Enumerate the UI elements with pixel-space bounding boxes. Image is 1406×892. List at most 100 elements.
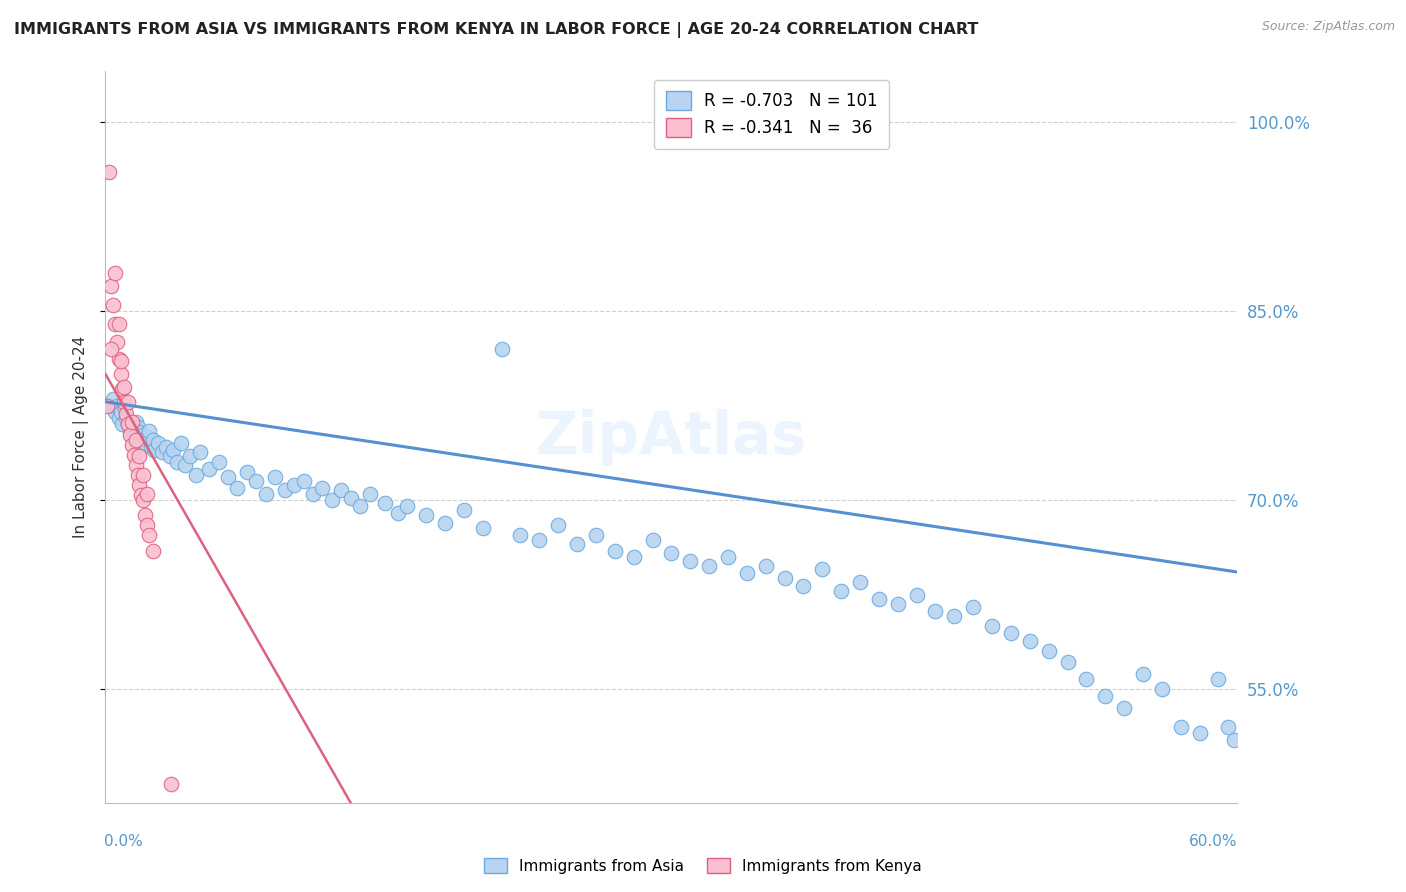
Point [1188, 726, 1211, 740]
Point [245, 474, 267, 488]
Point [112, 394, 135, 409]
Point [433, 516, 456, 530]
Point [1208, 672, 1230, 686]
Point [107, 411, 129, 425]
Point [111, 417, 134, 432]
Point [811, 562, 834, 576]
Point [117, 417, 139, 432]
Point [134, 436, 156, 450]
Point [529, 533, 551, 548]
Point [121, 437, 143, 451]
Point [981, 619, 1004, 633]
Point [679, 554, 702, 568]
Point [396, 500, 419, 514]
Point [924, 604, 946, 618]
Point [1018, 634, 1040, 648]
Point [107, 317, 129, 331]
Text: Source: ZipAtlas.com: Source: ZipAtlas.com [1261, 20, 1395, 33]
Point [148, 436, 170, 450]
Point [110, 405, 132, 419]
Point [100, 342, 122, 356]
Point [136, 430, 159, 444]
Point [96, 399, 118, 413]
Point [134, 508, 156, 523]
Point [128, 425, 150, 439]
Point [491, 342, 513, 356]
Point [387, 506, 409, 520]
Point [115, 408, 138, 422]
Point [124, 415, 146, 429]
Text: 0.0%: 0.0% [104, 834, 142, 849]
Point [98, 165, 121, 179]
Point [208, 455, 231, 469]
Point [138, 528, 160, 542]
Point [104, 317, 127, 331]
Point [415, 508, 437, 523]
Point [166, 455, 188, 469]
Point [138, 424, 160, 438]
Point [110, 367, 132, 381]
Point [1076, 672, 1098, 686]
Point [547, 518, 569, 533]
Point [254, 487, 277, 501]
Point [697, 558, 720, 573]
Point [170, 436, 193, 450]
Point [830, 583, 852, 598]
Point [105, 399, 128, 413]
Point [105, 335, 128, 350]
Point [132, 493, 155, 508]
Point [1132, 667, 1154, 681]
Point [374, 496, 396, 510]
Point [1150, 682, 1173, 697]
Point [1056, 655, 1078, 669]
Point [139, 440, 162, 454]
Point [868, 591, 890, 606]
Point [943, 609, 966, 624]
Point [122, 448, 145, 462]
Point [1170, 720, 1192, 734]
Point [1216, 720, 1239, 734]
Point [124, 458, 146, 472]
Point [112, 379, 135, 393]
Point [118, 427, 141, 442]
Point [717, 549, 740, 564]
Point [129, 488, 152, 502]
Point [1094, 689, 1116, 703]
Text: IMMIGRANTS FROM ASIA VS IMMIGRANTS FROM KENYA IN LABOR FORCE | AGE 20-24 CORRELA: IMMIGRANTS FROM ASIA VS IMMIGRANTS FROM … [14, 22, 979, 38]
Point [339, 491, 361, 505]
Point [471, 521, 494, 535]
Point [887, 597, 910, 611]
Point [179, 449, 201, 463]
Point [121, 415, 143, 429]
Point [585, 528, 607, 542]
Point [359, 487, 381, 501]
Point [124, 433, 146, 447]
Point [773, 571, 796, 585]
Point [101, 392, 124, 407]
Point [321, 493, 343, 508]
Point [283, 478, 305, 492]
Point [162, 442, 184, 457]
Point [198, 461, 221, 475]
Point [641, 533, 664, 548]
Y-axis label: In Labor Force | Age 20-24: In Labor Force | Age 20-24 [73, 336, 90, 538]
Point [132, 427, 155, 442]
Point [142, 543, 165, 558]
Point [128, 449, 150, 463]
Point [264, 470, 287, 484]
Point [143, 442, 166, 457]
Point [226, 481, 249, 495]
Point [453, 503, 475, 517]
Point [273, 483, 295, 497]
Point [100, 278, 122, 293]
Point [755, 558, 778, 573]
Point [173, 458, 195, 472]
Point [735, 566, 758, 581]
Point [1000, 625, 1022, 640]
Point [311, 481, 333, 495]
Point [188, 445, 211, 459]
Point [117, 394, 139, 409]
Point [104, 405, 127, 419]
Point [349, 500, 371, 514]
Legend: Immigrants from Asia, Immigrants from Kenya: Immigrants from Asia, Immigrants from Ke… [478, 852, 928, 880]
